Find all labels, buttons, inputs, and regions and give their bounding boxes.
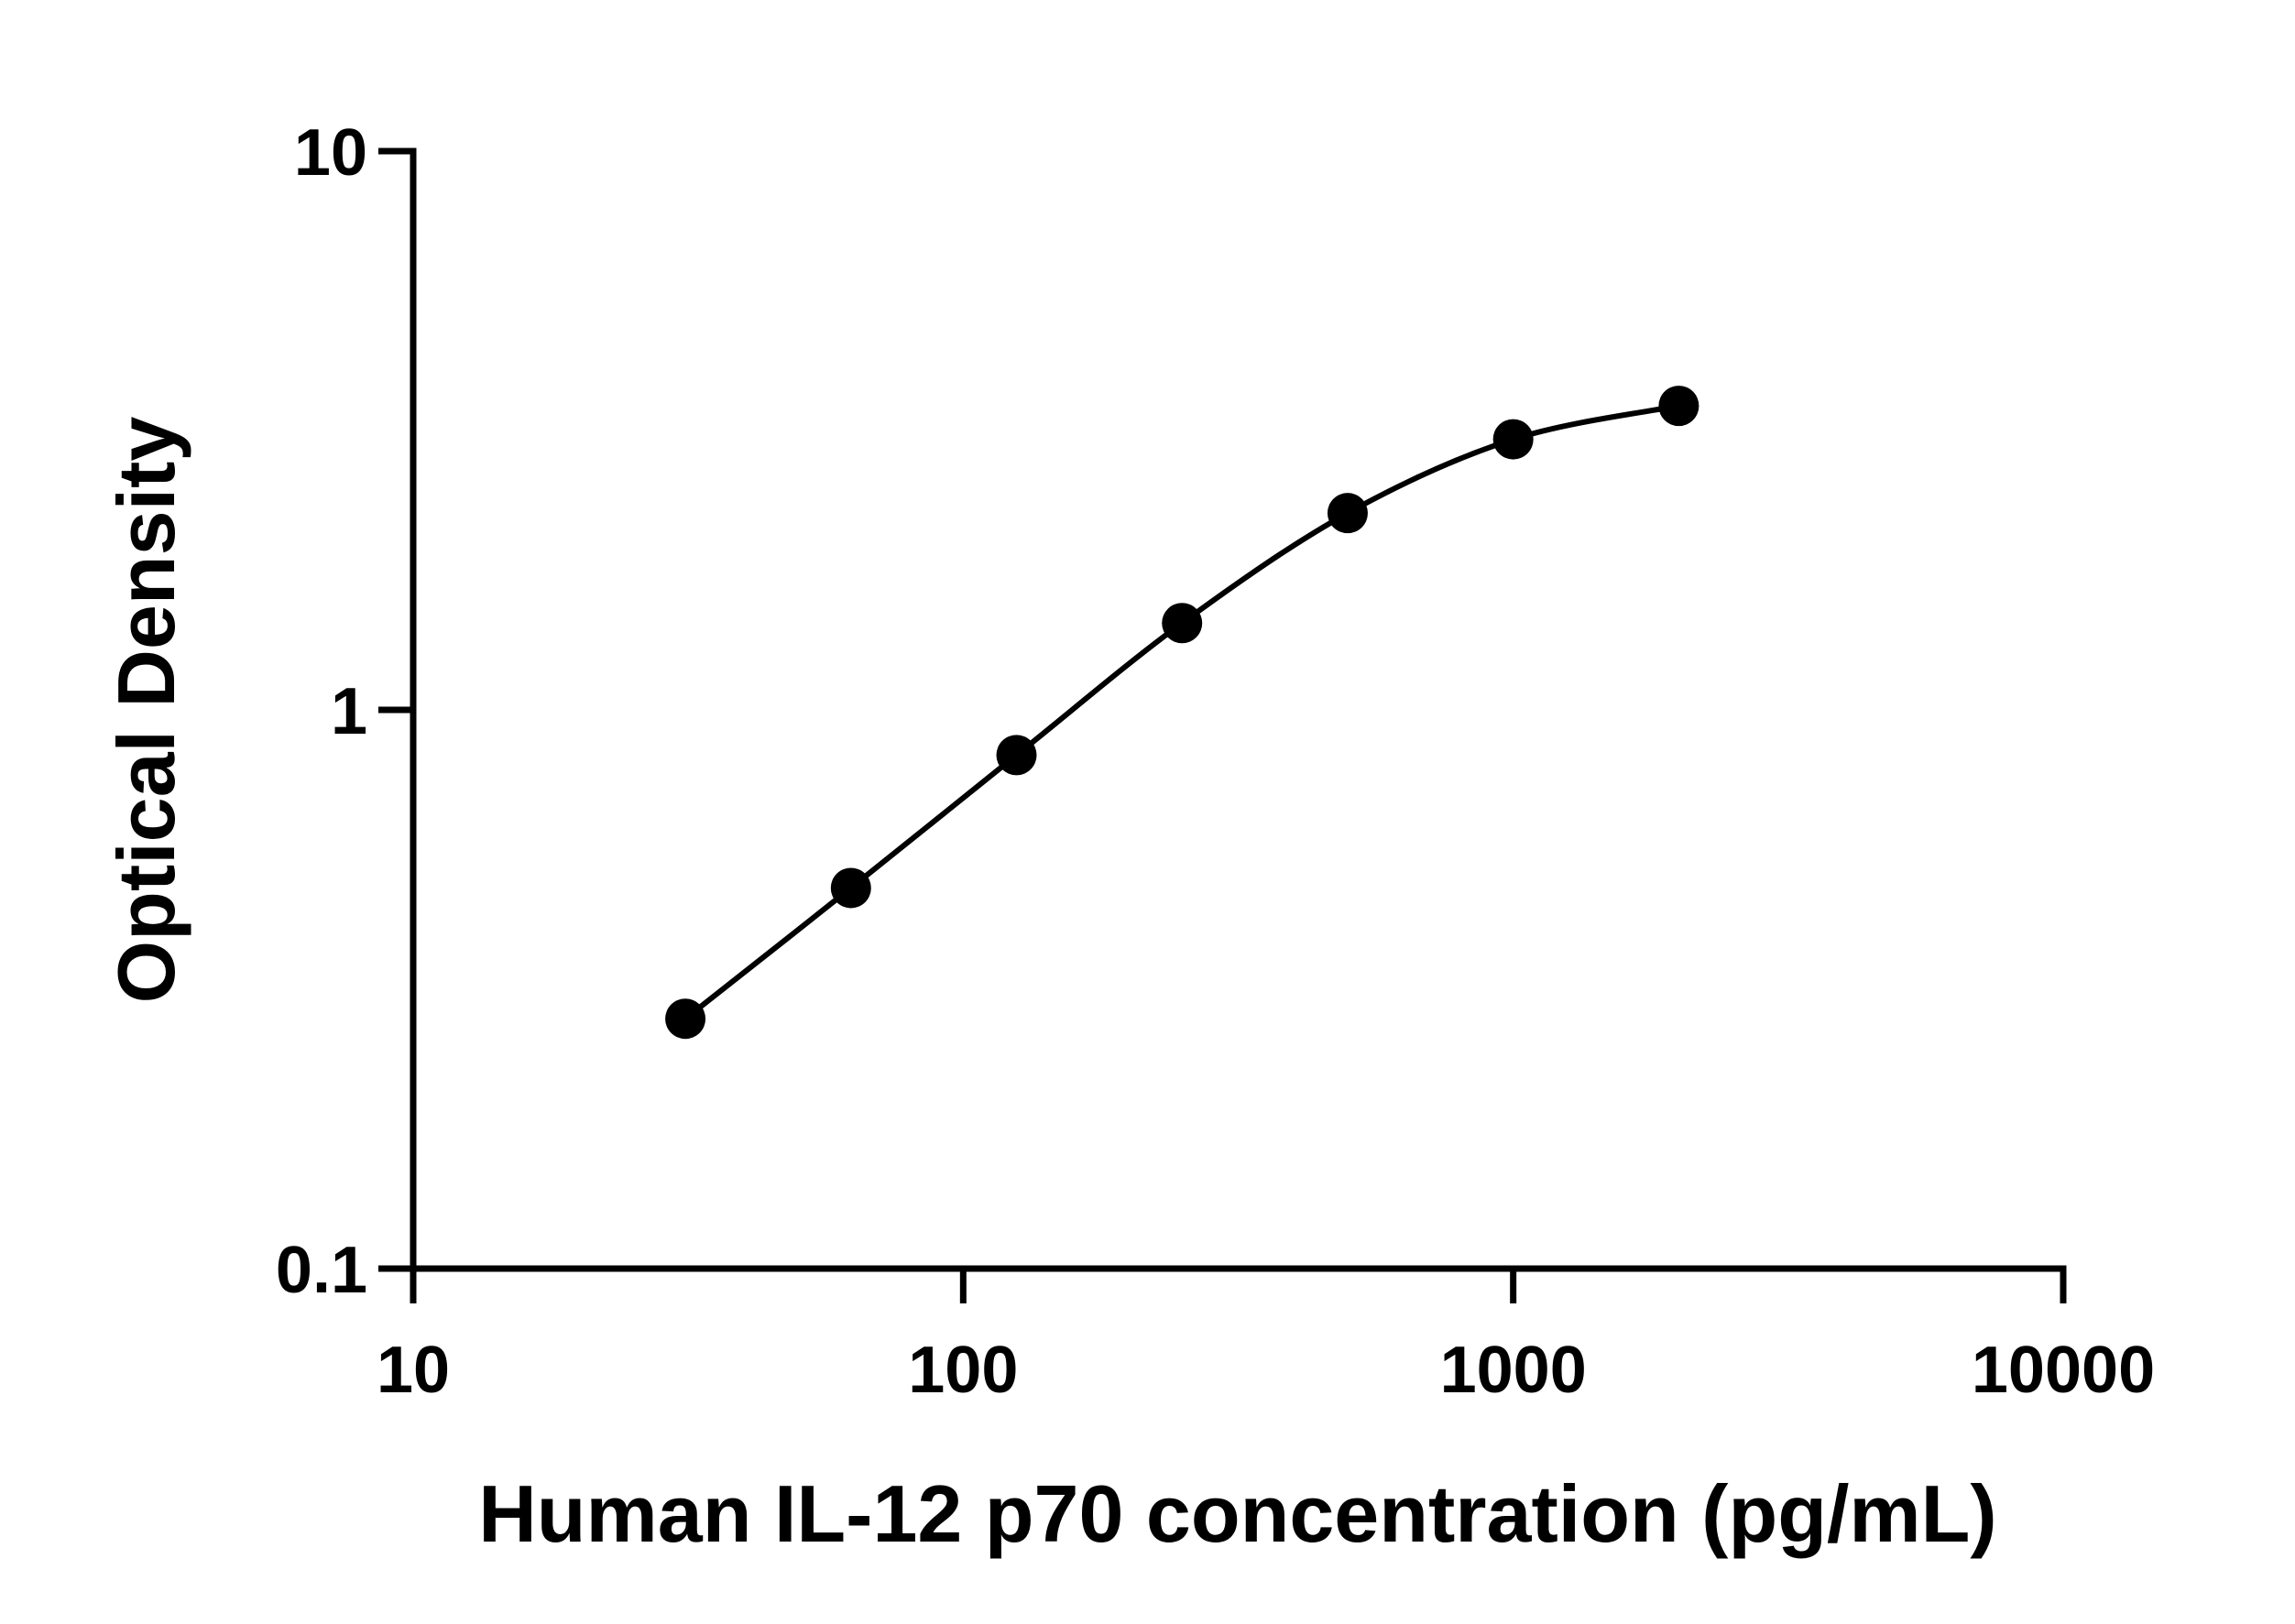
y-axis-title: Optical Density <box>101 417 191 1004</box>
x-tick-label: 10000 <box>1972 1334 2155 1407</box>
data-point <box>1492 419 1534 460</box>
y-ticks: 0.1 1 10 <box>276 116 413 1307</box>
x-axis-title: Human IL-12 p70 concentration (pg/mL) <box>478 1468 1996 1559</box>
data-point <box>1327 493 1368 534</box>
x-tick-label: 1000 <box>1440 1334 1587 1407</box>
x-tick-label: 10 <box>377 1334 450 1407</box>
data-points <box>665 386 1699 1040</box>
data-point <box>1658 386 1699 427</box>
data-point <box>1162 603 1203 644</box>
y-tick-label: 10 <box>294 116 367 190</box>
x-tick-label: 100 <box>908 1334 1018 1407</box>
axes <box>410 147 2067 1272</box>
y-tick-label: 0.1 <box>276 1234 367 1307</box>
x-ticks: 10 100 1000 10000 <box>377 1269 2155 1407</box>
data-point <box>665 998 706 1040</box>
data-point <box>996 735 1037 776</box>
fit-curve <box>683 403 1679 1021</box>
data-point <box>830 867 871 909</box>
y-tick-label: 1 <box>331 675 367 748</box>
